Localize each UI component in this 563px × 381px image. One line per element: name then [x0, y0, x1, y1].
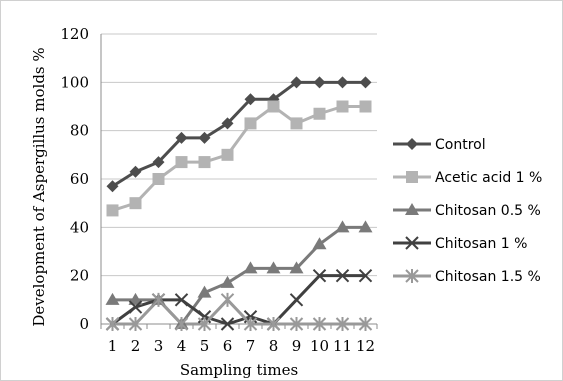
data-point-series-3	[105, 292, 120, 305]
data-point-series-2	[106, 204, 119, 217]
data-point-series-5	[335, 317, 350, 331]
data-point-series-1	[152, 156, 165, 169]
data-point-series-5	[151, 292, 166, 307]
x-tick-label: 1	[108, 337, 118, 355]
data-point-series-4	[128, 300, 143, 314]
data-point-series-4	[358, 268, 373, 283]
data-point-series-2	[175, 156, 188, 169]
data-point-series-4	[335, 268, 350, 283]
data-point-series-5	[266, 317, 281, 331]
data-point-series-3	[128, 292, 143, 305]
x-tick-label: 7	[246, 337, 256, 355]
x-tick-label: 8	[269, 337, 279, 355]
x-tick-label: 6	[223, 337, 233, 355]
data-point-series-4	[312, 268, 327, 283]
data-point-series-1	[359, 76, 372, 89]
legend-label: Chitosan 1 %	[435, 236, 527, 252]
data-point-series-3	[335, 220, 350, 233]
data-point-series-2	[313, 107, 326, 120]
legend-item: Chitosan 1.5 %	[393, 269, 541, 285]
data-point-series-2	[336, 100, 349, 113]
data-point-series-2	[221, 148, 234, 161]
data-point-series-4	[289, 293, 304, 307]
x-tick-label: 2	[131, 337, 141, 355]
legend-marker	[405, 236, 419, 250]
data-point-series-1	[221, 117, 234, 130]
series-line-2	[112, 105, 366, 212]
data-point-series-1	[336, 76, 349, 89]
axes	[100, 34, 378, 329]
data-point-series-1	[175, 131, 188, 144]
x-tick-label: 9	[292, 337, 302, 355]
data-point-series-2	[129, 197, 142, 210]
y-tick-label: 60	[70, 170, 89, 188]
data-point-series-4	[220, 317, 235, 331]
legend-marker	[406, 171, 418, 183]
data-point-series-1	[244, 93, 257, 106]
legend-item: Chitosan 0.5 %	[393, 203, 541, 219]
data-point-series-3	[266, 261, 281, 274]
legend: Control Acetic acid 1 % Chitosan 0.5 % Chit…	[393, 137, 542, 285]
data-point-series-3	[358, 220, 373, 233]
x-tick-label: 10	[310, 337, 329, 355]
data-point-series-1	[129, 165, 142, 178]
y-tick-label: 80	[70, 122, 89, 140]
y-tick-labels: 0 20 40 60 80 100 120	[60, 25, 89, 333]
data-point-series-5	[220, 292, 235, 307]
data-point-series-1	[198, 131, 211, 144]
data-point-series-2	[198, 156, 211, 169]
y-tick-label: 0	[79, 315, 89, 333]
x-axis-title: Sampling times	[180, 361, 298, 379]
data-point-series-5	[312, 317, 327, 331]
legend-marker	[406, 138, 418, 150]
data-point-series-3	[197, 285, 212, 298]
y-tick-label: 20	[70, 267, 89, 285]
data-point-series-5	[105, 317, 120, 331]
y-tick-label: 40	[70, 218, 89, 236]
series-markers	[105, 76, 373, 331]
x-tick-label: 12	[356, 337, 375, 355]
series-lines	[111, 80, 366, 326]
data-point-series-5	[128, 317, 143, 331]
legend-marker	[405, 269, 419, 283]
y-tick-label: 120	[60, 25, 89, 43]
data-point-series-3	[243, 261, 258, 274]
legend-marker	[405, 203, 419, 215]
data-point-series-1	[290, 76, 303, 89]
legend-item: Acetic acid 1 %	[393, 170, 542, 186]
data-point-series-2	[267, 100, 280, 113]
x-tick-labels: 1 2 3 4 5 6 7 8 9 10 11 12	[108, 337, 375, 355]
data-point-series-3	[289, 261, 304, 274]
data-point-series-5	[197, 317, 212, 331]
gridlines	[101, 33, 377, 277]
data-point-series-2	[290, 117, 303, 130]
x-tick-label: 3	[154, 337, 164, 355]
data-point-series-5	[289, 317, 304, 331]
data-point-series-1	[106, 180, 119, 193]
data-point-series-5	[174, 317, 189, 331]
y-tick-label: 100	[60, 73, 89, 91]
data-point-series-2	[152, 173, 165, 185]
data-point-series-3	[312, 237, 327, 250]
data-point-series-1	[313, 76, 326, 89]
x-tick-label: 5	[200, 337, 210, 355]
y-axis-title: Development of Aspergillus molds %	[30, 47, 48, 326]
data-point-series-5	[358, 317, 373, 331]
data-point-series-4	[174, 293, 189, 307]
data-point-series-3	[220, 275, 235, 288]
data-point-series-5	[243, 317, 258, 331]
legend-item: Chitosan 1 %	[393, 236, 527, 252]
data-point-series-2	[244, 117, 257, 130]
legend-label: Control	[435, 137, 486, 153]
x-tick-label: 11	[333, 337, 352, 355]
data-point-series-2	[359, 100, 372, 113]
x-tick-label: 4	[177, 337, 187, 355]
legend-item: Control	[393, 137, 486, 153]
series-line-1	[111, 80, 366, 188]
legend-label: Chitosan 1.5 %	[435, 269, 541, 285]
legend-label: Acetic acid 1 %	[435, 170, 542, 186]
legend-label: Chitosan 0.5 %	[435, 203, 541, 219]
